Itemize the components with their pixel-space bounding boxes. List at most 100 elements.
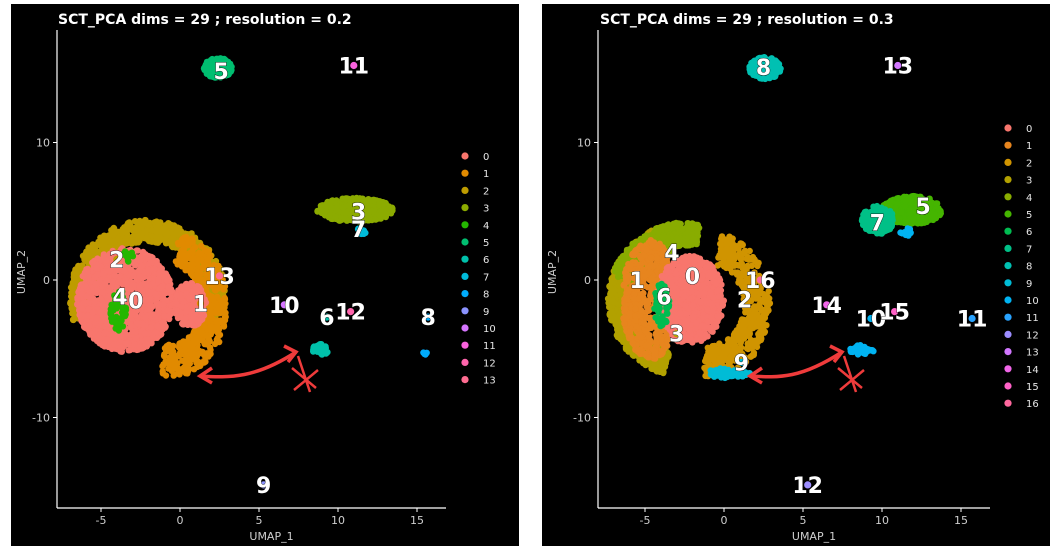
legend-swatch (461, 186, 469, 194)
scatter-point (170, 342, 177, 350)
scatter-point (155, 277, 162, 285)
scatter-point (78, 305, 86, 312)
scatter-point (95, 240, 102, 247)
scatter-point (105, 267, 113, 275)
scatter-point (187, 266, 194, 274)
scatter-point (359, 216, 366, 224)
scatter-point (165, 365, 172, 372)
scatter-point (122, 311, 129, 318)
scatter-point (144, 336, 151, 343)
scatter-point (114, 320, 122, 327)
scatter-point (93, 315, 100, 322)
scatter-point (198, 305, 205, 312)
scatter-point (158, 324, 165, 332)
cluster-4b-points (119, 248, 137, 265)
legend-swatch (461, 272, 469, 280)
scatter-point (111, 341, 118, 348)
scatter-point (355, 202, 362, 210)
y-tick-label: 10 (577, 137, 591, 150)
scatter-point (201, 66, 208, 74)
legend-label: 5 (483, 238, 489, 249)
scatter-point (190, 314, 197, 322)
scatter-point (214, 320, 221, 327)
scatter-point (197, 362, 204, 370)
scatter-point (147, 324, 155, 331)
scatter-point (189, 261, 197, 268)
scatter-point (91, 273, 99, 281)
scatter-point (376, 198, 383, 205)
scatter-point (201, 246, 208, 254)
scatter-point (83, 293, 90, 300)
scatter-point (182, 284, 189, 291)
scatter-point (178, 303, 185, 310)
cluster-4-points (107, 288, 130, 334)
scatter-point (365, 217, 372, 224)
scatter-point (190, 334, 198, 341)
scatter-point (115, 279, 123, 286)
scatter-point (203, 350, 210, 357)
cluster-marker (132, 297, 140, 305)
scatter-point (322, 344, 329, 352)
scatter-point (361, 205, 369, 212)
cluster-0b-points (171, 280, 210, 329)
scatter-point (204, 325, 211, 333)
scatter-point (99, 289, 107, 296)
scatter-point (129, 328, 136, 335)
scatter-point (103, 277, 111, 284)
scatter-point (165, 283, 172, 291)
scatter-point (106, 238, 113, 245)
scatter-point (214, 329, 221, 336)
scatter-point (191, 307, 198, 315)
scatter-point (164, 342, 172, 349)
scatter-point (167, 222, 174, 229)
legend-swatch (461, 307, 469, 315)
scatter-point (152, 260, 159, 267)
scatter-point (191, 295, 198, 303)
scatter-point (86, 322, 93, 330)
scatter-point (141, 330, 149, 337)
legend-label: 1 (483, 169, 489, 180)
scatter-point (220, 322, 227, 329)
legend-label: 2 (483, 186, 489, 197)
scatter-point (150, 311, 157, 318)
scatter-point (142, 314, 149, 321)
annotation-arrowhead-left (196, 366, 213, 385)
scatter-point (156, 234, 164, 241)
scatter-point (72, 266, 79, 273)
scatter-point (206, 344, 214, 351)
scatter-point (101, 329, 109, 337)
scatter-point (120, 267, 128, 274)
scatter-point (608, 309, 615, 316)
scatter-point (147, 302, 154, 309)
scatter-point (189, 301, 197, 308)
y-tick-label: 10 (36, 137, 50, 150)
scatter-point (97, 234, 104, 241)
scatter-point (318, 207, 325, 214)
scatter-point (181, 347, 189, 354)
scatter-point (421, 350, 428, 357)
cluster-marker (323, 313, 331, 321)
scatter-point (658, 358, 665, 365)
scatter-point (74, 296, 81, 303)
scatter-point (146, 260, 154, 267)
scatter-point (332, 205, 339, 212)
y-axis-label: UMAP_2 (15, 250, 28, 294)
scatter-point (99, 341, 106, 349)
scatter-point (81, 269, 89, 276)
scatter-point (610, 287, 617, 294)
scatter-point (164, 307, 171, 314)
cluster-marker (280, 301, 288, 309)
scatter-point (222, 310, 229, 317)
legend-label: 4 (483, 221, 489, 232)
scatter-point (81, 323, 88, 331)
scatter-point (137, 232, 144, 239)
scatter-point (614, 324, 621, 331)
cluster-marker (347, 308, 355, 316)
scatter-point (117, 344, 125, 351)
y-tick-label: -10 (32, 412, 50, 425)
legend-label: 13 (483, 376, 496, 387)
y-tick-label: 0 (584, 274, 591, 287)
scatter-point (128, 238, 135, 246)
scatter-point (370, 196, 377, 203)
